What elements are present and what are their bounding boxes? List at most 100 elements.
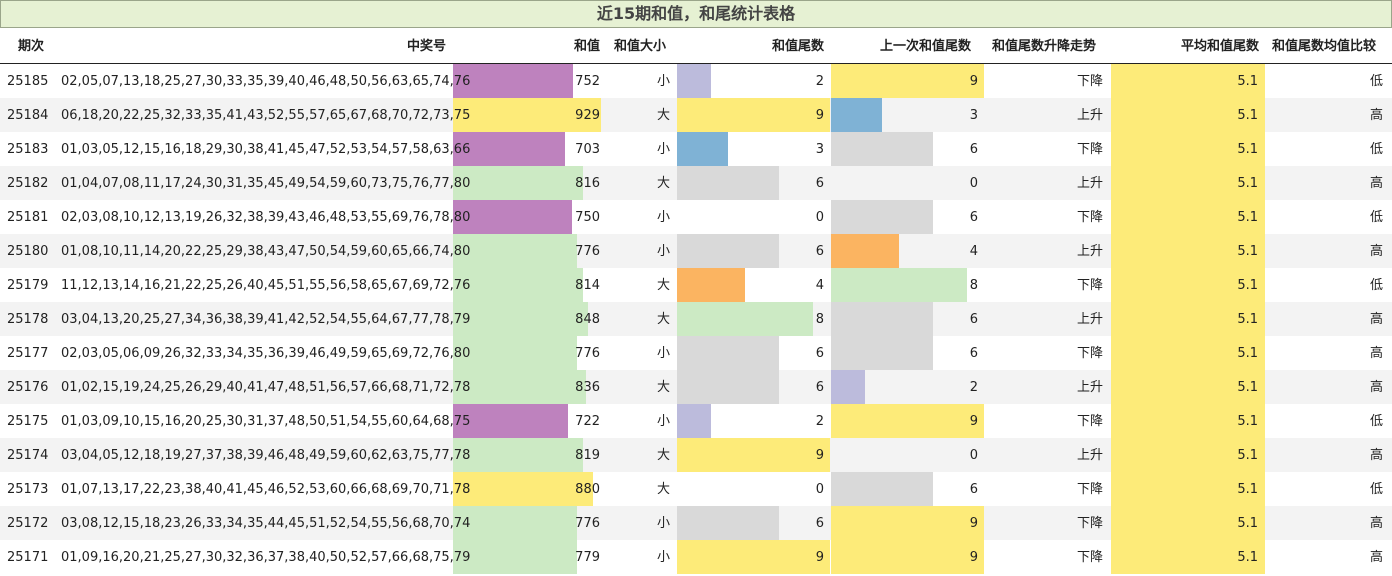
avg-tail-value: 5.1 (1237, 176, 1258, 191)
sum-bar (453, 132, 565, 166)
numbers-cell: 01,03,09,10,15,16,20,25,30,31,37,48,50,5… (61, 414, 471, 429)
avg-tail-background (1111, 268, 1265, 302)
tail-bar (677, 98, 830, 132)
table-row: 25172 03,08,12,15,18,23,26,33,34,35,44,45… (0, 506, 1392, 540)
period-cell: 25175 (7, 414, 49, 429)
compare-cell: 高 (1369, 108, 1383, 123)
sum-bar (453, 472, 594, 506)
compare-cell: 低 (1369, 482, 1383, 497)
compare-cell: 低 (1369, 414, 1383, 429)
size-cell: 大 (656, 312, 670, 327)
tail-bar (677, 438, 830, 472)
size-cell: 小 (656, 244, 670, 259)
sum-value: 703 (575, 142, 600, 157)
tail-bar (677, 234, 779, 268)
sum-value: 779 (575, 550, 600, 565)
sum-bar (453, 302, 589, 336)
period-cell: 25184 (7, 108, 49, 123)
period-cell: 25176 (7, 380, 49, 395)
prev-tail-value: 0 (969, 176, 978, 191)
period-cell: 25173 (7, 482, 49, 497)
avg-tail-background (1111, 370, 1265, 404)
numbers-cell: 01,08,10,11,14,20,22,25,29,38,43,47,50,5… (61, 244, 471, 259)
table-row: 25175 01,03,09,10,15,16,20,25,30,31,37,48… (0, 404, 1392, 438)
prev-tail-value: 6 (969, 142, 978, 157)
sum-value: 814 (575, 278, 600, 293)
header-compare: 和值尾数均值比较 (1272, 39, 1377, 54)
tail-bar (677, 540, 830, 574)
avg-tail-value: 5.1 (1237, 108, 1258, 123)
sum-bar (453, 370, 587, 404)
period-cell: 25178 (7, 312, 49, 327)
size-cell: 小 (656, 414, 670, 429)
avg-tail-value: 5.1 (1237, 482, 1258, 497)
prev-tail-bar (831, 132, 933, 166)
sum-value: 819 (575, 448, 600, 463)
table-row: 25173 01,07,13,17,22,23,38,40,41,45,46,52… (0, 472, 1392, 506)
table-title: 近15期和值，和尾统计表格 (0, 0, 1392, 28)
avg-tail-value: 5.1 (1237, 380, 1258, 395)
trend-cell: 下降 (1076, 550, 1103, 565)
trend-cell: 上升 (1076, 244, 1103, 259)
table-row: 25185 02,05,07,13,18,25,27,30,33,35,39,40… (0, 64, 1392, 98)
header-numbers: 中奖号 (406, 39, 446, 54)
size-cell: 大 (656, 448, 670, 463)
sum-bar (453, 200, 573, 234)
avg-tail-value: 5.1 (1237, 210, 1258, 225)
tail-value: 3 (815, 142, 824, 157)
numbers-cell: 01,07,13,17,22,23,38,40,41,45,46,52,53,6… (61, 482, 471, 497)
trend-cell: 下降 (1076, 74, 1103, 89)
numbers-cell: 01,03,05,12,15,16,18,29,30,38,41,45,47,5… (61, 142, 471, 157)
prev-tail-value: 2 (969, 380, 978, 395)
prev-tail-bar (831, 506, 984, 540)
avg-tail-value: 5.1 (1237, 346, 1258, 361)
trend-cell: 上升 (1076, 448, 1103, 463)
avg-tail-value: 5.1 (1237, 142, 1258, 157)
compare-cell: 低 (1369, 74, 1383, 89)
period-cell: 25179 (7, 278, 49, 293)
size-cell: 小 (656, 346, 670, 361)
period-cell: 25180 (7, 244, 49, 259)
prev-tail-value: 9 (969, 550, 978, 565)
sum-bar (453, 404, 569, 438)
period-cell: 25182 (7, 176, 49, 191)
trend-cell: 上升 (1076, 312, 1103, 327)
compare-cell: 高 (1369, 244, 1383, 259)
sum-bar (453, 438, 584, 472)
header-sum: 和值 (573, 39, 600, 54)
avg-tail-background (1111, 302, 1265, 336)
trend-cell: 下降 (1076, 414, 1103, 429)
tail-value: 6 (815, 244, 824, 259)
header-prev-tail: 上一次和值尾数 (880, 39, 972, 54)
prev-tail-bar (831, 234, 899, 268)
sum-value: 836 (575, 380, 600, 395)
numbers-cell: 03,04,13,20,25,27,34,36,38,39,41,42,52,5… (61, 312, 471, 327)
sum-bar (453, 336, 577, 370)
prev-tail-value: 9 (969, 516, 978, 531)
avg-tail-value: 5.1 (1237, 516, 1258, 531)
prev-tail-value: 8 (969, 278, 978, 293)
period-cell: 25171 (7, 550, 49, 565)
tail-value: 2 (815, 414, 824, 429)
compare-cell: 高 (1369, 312, 1383, 327)
header-tail: 和值尾数 (771, 39, 824, 54)
size-cell: 小 (656, 142, 670, 157)
avg-tail-background (1111, 200, 1265, 234)
sum-value: 752 (575, 74, 600, 89)
trend-cell: 下降 (1076, 142, 1103, 157)
avg-tail-background (1111, 234, 1265, 268)
sum-bar (453, 64, 573, 98)
trend-cell: 上升 (1076, 176, 1103, 191)
sum-bar (453, 98, 601, 132)
numbers-cell: 06,18,20,22,25,32,33,35,41,43,52,55,57,6… (61, 108, 471, 123)
prev-tail-value: 6 (969, 210, 978, 225)
numbers-cell: 03,04,05,12,18,19,27,37,38,39,46,48,49,5… (61, 448, 471, 463)
compare-cell: 高 (1369, 550, 1383, 565)
size-cell: 大 (656, 380, 670, 395)
sum-bar (453, 506, 577, 540)
numbers-cell: 02,03,05,06,09,26,32,33,34,35,36,39,46,4… (61, 346, 471, 361)
table-row: 25182 01,04,07,08,11,17,24,30,31,35,45,49… (0, 166, 1392, 200)
avg-tail-background (1111, 132, 1265, 166)
tail-bar (677, 302, 813, 336)
avg-tail-value: 5.1 (1237, 244, 1258, 259)
